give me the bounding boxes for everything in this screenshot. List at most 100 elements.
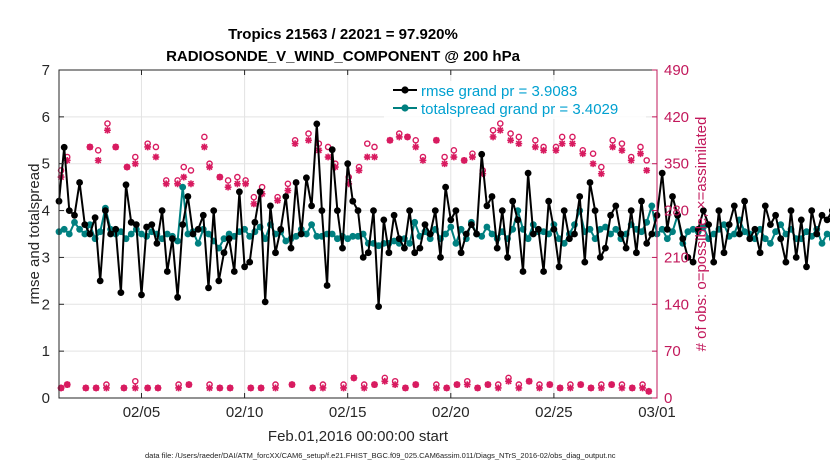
obs-possible-marker xyxy=(284,180,292,188)
y2-tick-label: 140 xyxy=(664,296,689,313)
totalspread-point xyxy=(591,235,599,243)
rmse-point xyxy=(385,249,393,257)
obs-assimilated-marker xyxy=(206,384,213,392)
rmse-point xyxy=(442,183,449,191)
obs-possible-marker xyxy=(515,133,523,141)
obs-assimilated-marker xyxy=(86,143,94,151)
obs-assimilated-marker xyxy=(284,187,292,194)
rmse-point xyxy=(230,268,238,275)
rmse-point xyxy=(643,240,651,247)
obs-possible-marker xyxy=(131,377,139,385)
obs-assimilated-marker xyxy=(174,180,181,188)
rmse-point xyxy=(174,293,182,301)
obs-possible-marker xyxy=(305,130,312,137)
totalspread-point xyxy=(767,240,774,247)
rmse-point xyxy=(60,143,68,151)
rmse-point xyxy=(205,284,212,292)
rmse-point xyxy=(705,221,712,229)
rmse-point xyxy=(792,254,800,261)
rmse-point xyxy=(483,202,491,210)
rmse-point xyxy=(199,211,207,219)
obs-assimilated-marker xyxy=(552,146,560,154)
totalspread-point xyxy=(205,230,212,238)
obs-assimilated-marker xyxy=(496,126,504,134)
obs-assimilated-marker xyxy=(82,384,90,392)
rmse-point xyxy=(138,291,145,299)
rmse-point xyxy=(334,207,341,215)
obs-possible-marker xyxy=(489,126,497,134)
rmse-point xyxy=(560,207,568,215)
obs-assimilated-marker xyxy=(463,381,471,389)
obs-assimilated-marker xyxy=(112,143,120,151)
totalspread-point xyxy=(823,230,830,238)
totalspread-point xyxy=(184,230,192,238)
totalspread-point xyxy=(761,235,769,243)
obs-assimilated-marker xyxy=(331,163,339,171)
rmse-point xyxy=(158,207,166,215)
totalspread-point xyxy=(308,221,315,229)
obs-assimilated-marker xyxy=(587,384,595,392)
rmse-point xyxy=(71,211,78,219)
obs-assimilated-marker xyxy=(540,146,547,154)
legend-entry-totalspread: totalspread grand pr = 3.4029 xyxy=(393,101,618,118)
totalspread-point xyxy=(648,202,656,210)
totalspread-point xyxy=(689,225,697,233)
rmse-point xyxy=(287,244,295,252)
plot-data-layer xyxy=(55,120,830,395)
obs-assimilated-marker xyxy=(250,200,258,208)
rmse-point xyxy=(241,263,249,271)
obs-assimilated-marker xyxy=(103,384,110,392)
y2-tick-label: 420 xyxy=(664,109,689,126)
x-tick-label: 02/20 xyxy=(432,404,470,421)
obs-assimilated-marker xyxy=(608,381,616,389)
totalspread-point xyxy=(96,228,104,236)
obs-assimilated-marker xyxy=(441,160,449,168)
totalspread-point xyxy=(71,218,78,226)
obs-assimilated-marker xyxy=(386,136,394,144)
totalspread-point xyxy=(334,235,341,243)
totalspread-point xyxy=(720,221,728,229)
obs-possible-marker xyxy=(131,153,139,161)
obs-assimilated-marker xyxy=(577,381,585,389)
y-axis-label: rmse and totalspread xyxy=(26,164,43,305)
rmse-point xyxy=(313,120,321,128)
totalspread-point xyxy=(741,228,748,236)
totalspread-point xyxy=(730,230,738,238)
rmse-point xyxy=(339,244,346,252)
obs-assimilated-marker xyxy=(175,384,182,392)
obs-possible-marker xyxy=(412,136,420,144)
rmse-point xyxy=(627,207,635,215)
obs-assimilated-marker xyxy=(597,170,605,178)
rmse-point xyxy=(359,254,367,261)
rmse-point xyxy=(767,221,774,229)
obs-assimilated-marker xyxy=(402,384,409,392)
rmse-point xyxy=(401,244,408,252)
obs-assimilated-marker xyxy=(216,384,224,392)
rmse-point xyxy=(586,179,594,186)
y2-tick-label: 280 xyxy=(664,203,689,220)
obs-assimilated-marker xyxy=(453,381,461,389)
rmse-point xyxy=(267,202,274,210)
rmse-point xyxy=(225,235,233,243)
totalspread-point xyxy=(76,225,83,233)
obs-possible-marker xyxy=(450,147,458,154)
rmse-point xyxy=(720,249,728,257)
obs-assimilated-marker xyxy=(469,153,476,161)
y-tick-label: 7 xyxy=(42,62,50,79)
totalspread-point xyxy=(246,232,254,240)
rmse-point xyxy=(328,146,336,154)
totalspread-point xyxy=(478,232,486,240)
rmse-point xyxy=(431,207,439,215)
rmse-point xyxy=(746,235,754,243)
obs-assimilated-marker xyxy=(350,374,358,382)
obs-assimilated-marker xyxy=(381,377,389,385)
totalspread-point xyxy=(803,228,810,236)
totalspread-point xyxy=(117,228,125,236)
obs-assimilated-marker xyxy=(131,384,139,392)
rmse-point xyxy=(246,258,254,266)
totalspread-point xyxy=(772,228,779,236)
rmse-point xyxy=(380,216,388,224)
rmse-point xyxy=(684,254,692,261)
rmse-point xyxy=(406,207,413,215)
totalspread-point xyxy=(586,225,594,233)
